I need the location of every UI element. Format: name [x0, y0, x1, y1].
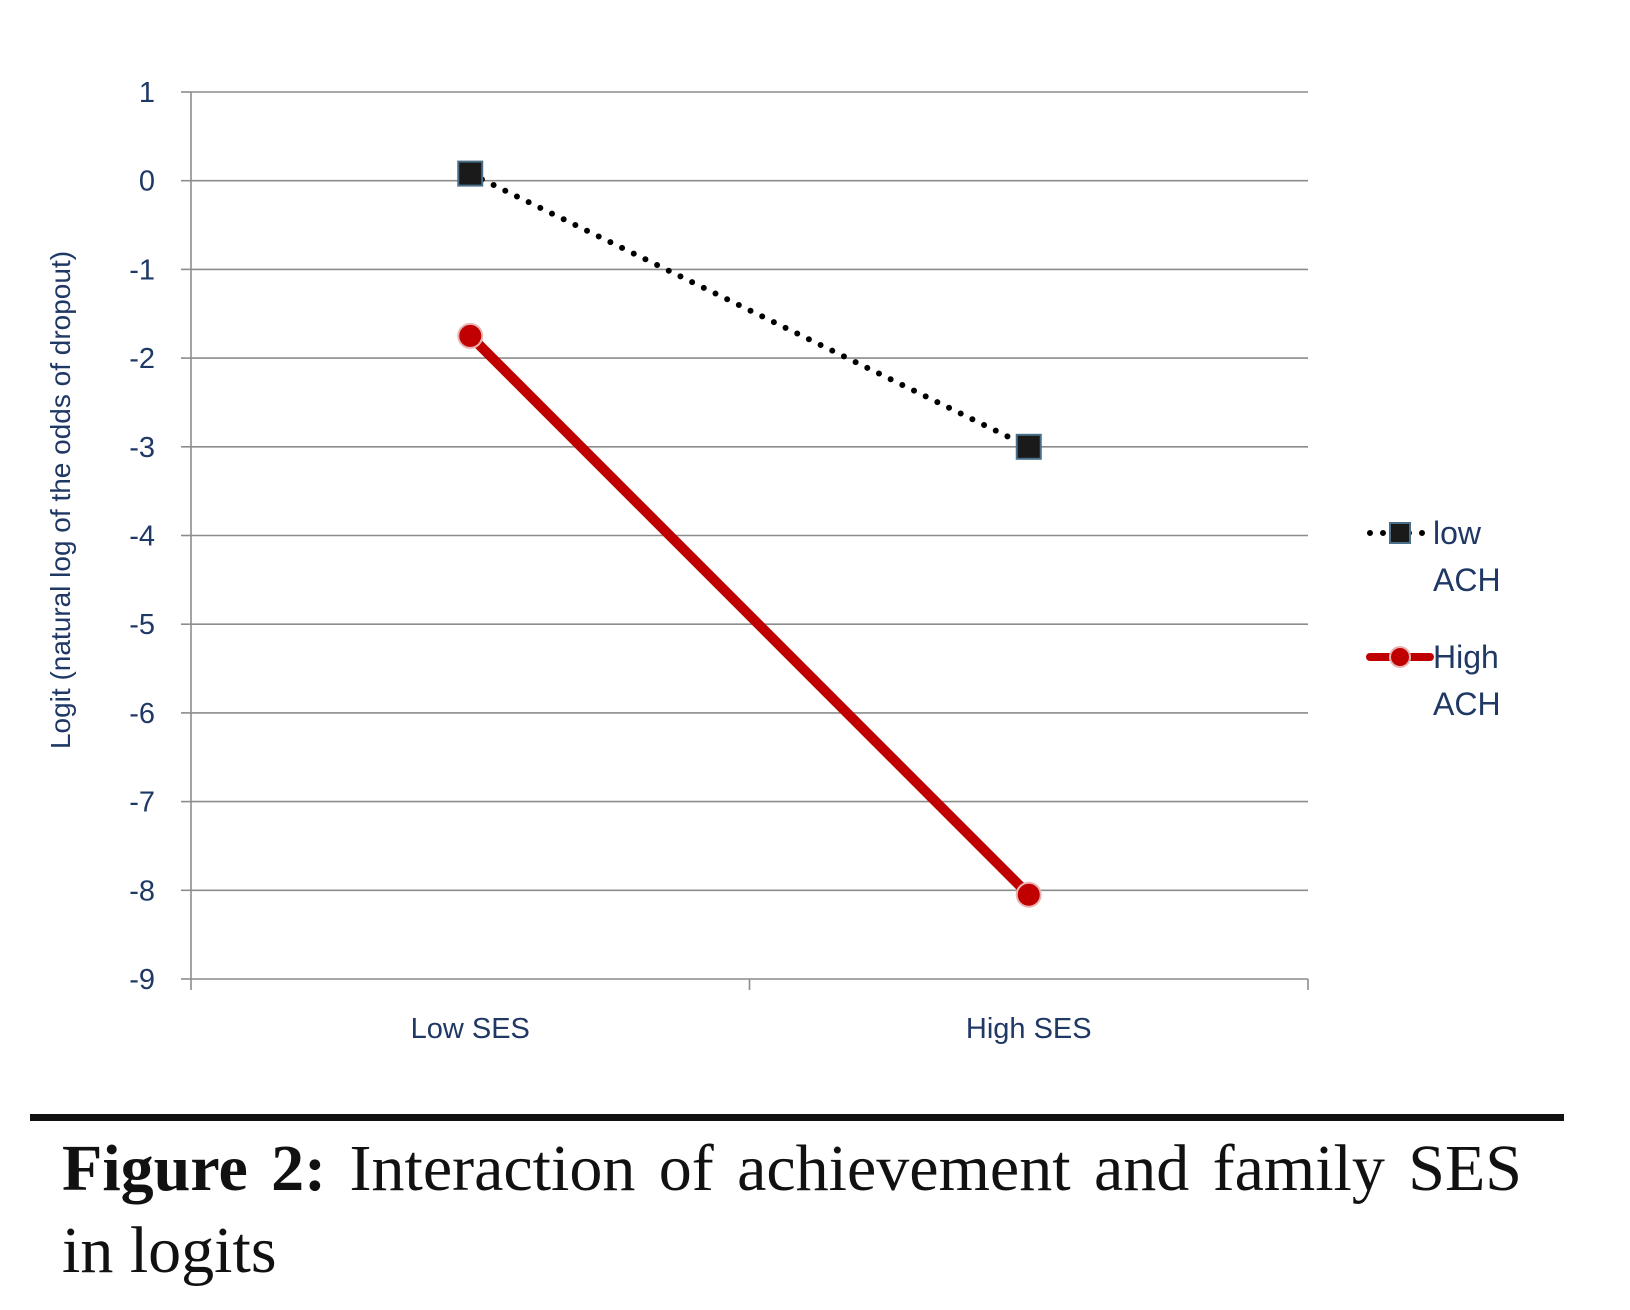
x-tick-label: Low SES	[411, 1013, 530, 1045]
y-tick-labels: 1 0 -1 -2 -3 -4 -5 -6 -7 -8 -9	[129, 77, 155, 996]
series-line	[465, 330, 1034, 900]
data-point	[1015, 881, 1042, 908]
chart: 1 0 -1 -2 -3 -4 -5 -6 -7 -8 -9 Low SES High SES Log…	[45, 77, 1501, 1045]
x-tick-labels: Low SES High SES	[411, 1013, 1092, 1045]
y-tick-label: -1	[129, 254, 155, 286]
x-tick-label: High SES	[966, 1013, 1092, 1045]
y-tick-label: -4	[129, 521, 155, 553]
y-tick-label: 1	[139, 77, 155, 109]
series-line	[467, 170, 1032, 450]
legend-item-0: low ACH	[1367, 515, 1501, 598]
legend: low ACH High ACH	[1366, 515, 1501, 722]
y-tick-label: 0	[139, 166, 155, 198]
data-point	[457, 160, 484, 187]
y-tick-label: -5	[129, 609, 155, 641]
series-1	[457, 322, 1042, 908]
figure-caption: Figure 2: Interaction of achievement and…	[62, 1128, 1522, 1292]
legend-label: ACH	[1433, 686, 1501, 722]
y-tick-label: -6	[129, 698, 155, 730]
series-0	[457, 160, 1042, 460]
legend-marker	[1389, 522, 1411, 544]
legend-marker	[1389, 646, 1411, 668]
y-tick-label: -7	[129, 787, 155, 819]
legend-label: High	[1433, 639, 1499, 675]
legend-label: ACH	[1433, 562, 1501, 598]
caption-label: Figure 2:	[62, 1132, 327, 1205]
series-lines	[457, 160, 1042, 908]
legend-label: low	[1433, 515, 1482, 551]
axes	[181, 91, 1309, 990]
legend-item-1: High ACH	[1366, 639, 1501, 722]
data-point	[1015, 433, 1042, 460]
caption-rule	[30, 1114, 1564, 1121]
data-point	[457, 322, 484, 349]
gridlines	[191, 91, 1308, 892]
y-tick-label: -3	[129, 432, 155, 464]
y-tick-label: -8	[129, 875, 155, 907]
y-tick-label: -9	[129, 964, 155, 996]
caption-text: Interaction of achievement and family SE…	[62, 1132, 1523, 1287]
y-axis-title: Logit (natural log of the odds of dropou…	[45, 251, 76, 749]
y-tick-label: -2	[129, 343, 155, 375]
